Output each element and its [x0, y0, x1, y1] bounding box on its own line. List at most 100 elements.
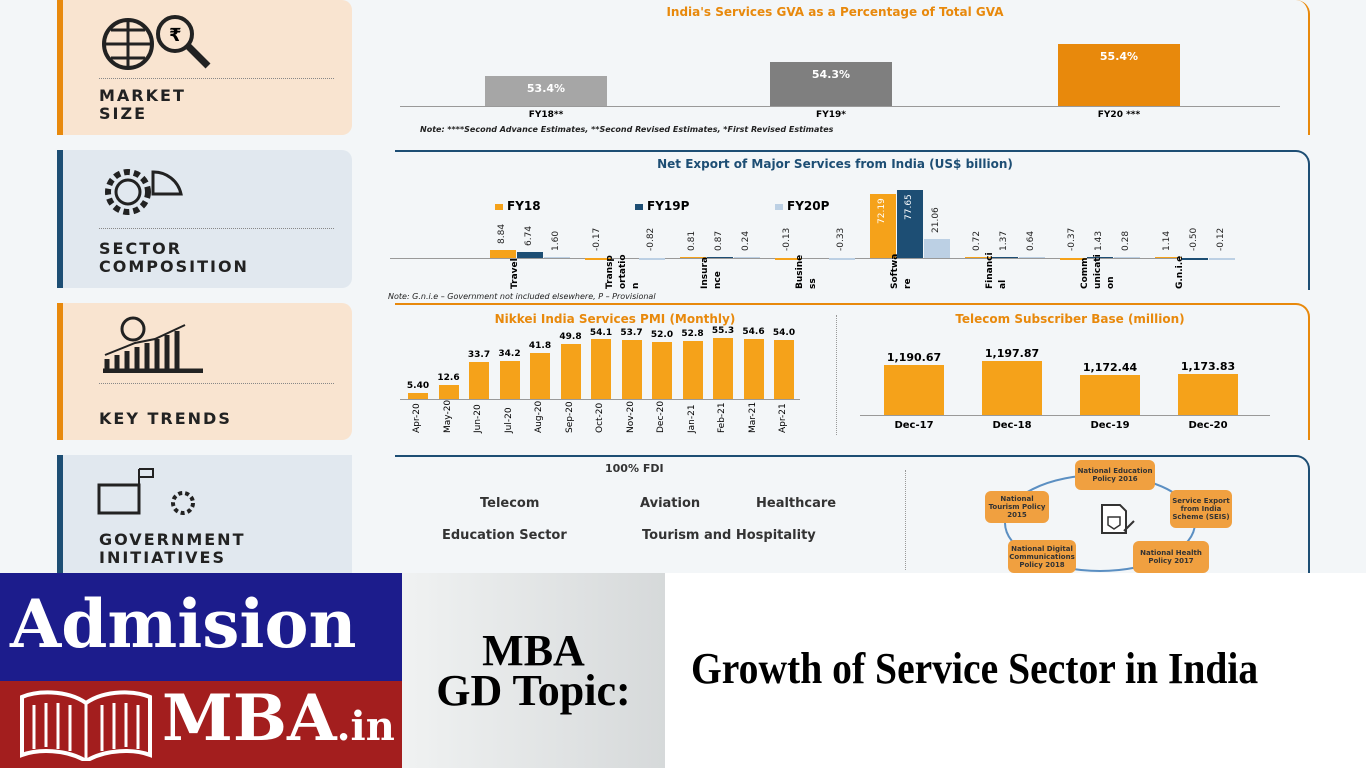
pmi-category-label: Oct-20 [595, 402, 605, 433]
net-export-bar [870, 194, 896, 258]
legend-label: FY19P [647, 199, 690, 213]
net-export-data-label: 21.06 [931, 207, 941, 234]
pmi-bar [743, 338, 764, 399]
fdi-sector: Healthcare [756, 496, 837, 511]
pmi-category-label: Dec-20 [656, 400, 666, 433]
net-export-chart: FY18 FY19P FY20P 8.84 6.74 1.60 Travel -0.17 -0.… [390, 170, 1270, 295]
gva-bar [1058, 44, 1180, 106]
telecom-data-label: 1,190.67 [886, 351, 942, 365]
pmi-data-label: 5.40 [406, 381, 430, 392]
net-export-data-label: -0.82 [646, 227, 656, 251]
gear-pie-chart-icon [105, 169, 183, 215]
pmi-data-label: 41.8 [528, 341, 552, 352]
divider [836, 315, 837, 435]
sector-frame [395, 150, 1310, 290]
net-export-category-label: Financi [985, 252, 995, 289]
net-export-bar [829, 258, 855, 260]
net-export-bar [490, 250, 516, 258]
net-export-bar [639, 258, 665, 260]
pmi-category-label: Jul-20 [503, 407, 514, 433]
net-export-data-label: 72.19 [877, 198, 887, 225]
net-export-bar [1155, 256, 1181, 258]
net-export-category-label: al [998, 279, 1008, 289]
legend-label: FY20P [787, 199, 830, 213]
net-export-category-label: n [631, 282, 641, 289]
section-label: GOVERNMENT INITIATIVES [99, 530, 246, 567]
gd-topic-panel: MBA GD Topic: [402, 573, 665, 768]
fdi-title: 100% FDI [605, 462, 664, 475]
section-label: MARKET SIZE [99, 86, 186, 123]
net-export-data-label: 1.37 [999, 230, 1009, 251]
net-export-bar [1114, 256, 1140, 258]
pmi-data-label: 53.7 [620, 327, 643, 338]
net-export-bar [1209, 258, 1235, 260]
net-export-category-label: re [903, 278, 913, 289]
pmi-data-label: 54.6 [742, 326, 765, 337]
net-export-bar [775, 258, 801, 260]
pmi-bar [560, 344, 581, 399]
section-label: SECTOR COMPOSITION [99, 239, 249, 276]
fdi-sector: Telecom [480, 496, 540, 511]
section-label: KEY TRENDS [99, 409, 232, 428]
pmi-category-label: May-20 [442, 399, 453, 433]
telecom-category-label: Dec-17 [894, 420, 934, 431]
net-export-bar [1087, 256, 1113, 258]
market-size-card: ₹ MARKET SIZE [57, 0, 352, 135]
net-export-category-label: unicati [1093, 254, 1103, 289]
net-export-data-label: -0.17 [592, 227, 602, 251]
x-axis [400, 399, 800, 400]
pmi-bar [408, 393, 428, 399]
government-frame [395, 455, 1310, 573]
gva-bar [485, 75, 607, 106]
net-export-bar [680, 256, 706, 258]
pmi-data-label: 54.1 [589, 327, 613, 338]
net-export-note: Note: G.n.i.e – Government not included … [388, 292, 656, 301]
telecom-category-label: Dec-18 [992, 420, 1032, 431]
telecom-bar [884, 365, 944, 415]
pmi-category-label: Jan-21 [686, 404, 697, 433]
net-export-bar [544, 256, 570, 258]
policy-node: National Health Policy 2017 [1133, 541, 1209, 573]
net-export-bar [1019, 256, 1045, 258]
trends-frame [395, 303, 1310, 440]
net-export-data-label: -0.12 [1216, 227, 1226, 251]
growth-chart-globe-icon [103, 316, 203, 373]
admision-mba-logo[interactable]: Admision MBA.in [0, 573, 402, 768]
net-export-category-label: G.n.i.e [1175, 255, 1185, 289]
pmi-bar [591, 339, 611, 399]
legend-swatch [635, 204, 643, 210]
net-export-bar [707, 256, 733, 258]
net-export-category-label: on [1106, 276, 1116, 289]
net-export-category-label: Comm [1080, 257, 1090, 289]
key-trends-card: KEY TRENDS [57, 303, 352, 440]
net-export-bar [924, 239, 950, 258]
topic-panel: Growth of Service Sector in India [665, 573, 1366, 768]
net-export-data-label: -0.50 [1189, 227, 1199, 251]
government-building-gear-icon [97, 468, 195, 515]
telecom-bar [1178, 374, 1238, 415]
net-export-bar [992, 256, 1018, 258]
net-export-data-label: 1.60 [551, 230, 561, 251]
pmi-data-label: 12.6 [437, 373, 460, 384]
logo-suffix: .in [336, 703, 395, 750]
gva-bar [770, 61, 892, 106]
divider [905, 470, 906, 570]
legend-swatch [495, 204, 503, 210]
pmi-category-label: Mar-21 [747, 401, 758, 433]
policy-node: National Education Policy 2016 [1075, 460, 1155, 490]
pmi-chart-title: Nikkei India Services PMI (Monthly) [494, 312, 736, 326]
gva-category-label: FY19* [816, 110, 846, 120]
net-export-chart-title: Net Export of Major Services from India … [657, 157, 1013, 171]
net-export-data-label: 77.65 [904, 193, 914, 220]
net-export-data-label: 0.72 [972, 230, 982, 251]
net-export-category-label: Insura [700, 256, 710, 289]
market-size-frame [395, 0, 1310, 135]
net-export-category-label: ortatio [618, 254, 628, 289]
pmi-category-label: Sep-20 [564, 401, 575, 433]
net-export-category-label: nce [713, 271, 723, 289]
net-export-bar [517, 252, 543, 258]
gva-chart-title: India's Services GVA as a Percentage of … [666, 5, 1004, 19]
x-axis [400, 106, 1280, 107]
net-export-bar [965, 256, 991, 258]
pmi-bar [438, 385, 459, 399]
